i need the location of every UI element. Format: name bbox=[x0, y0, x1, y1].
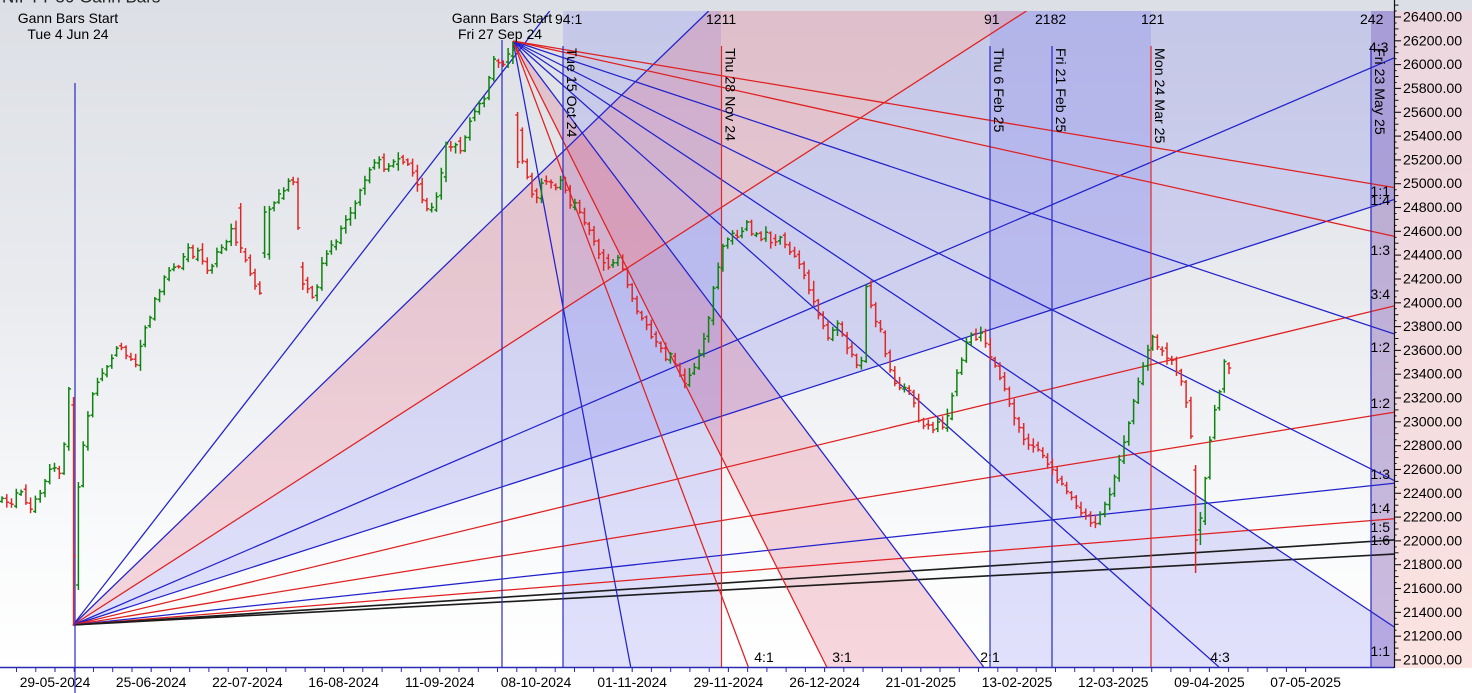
svg-text:29-05-2024: 29-05-2024 bbox=[20, 675, 91, 690]
svg-text:21400.00: 21400.00 bbox=[1403, 605, 1462, 621]
svg-text:121: 121 bbox=[1141, 11, 1165, 27]
svg-text:3:4: 3:4 bbox=[1371, 286, 1391, 302]
svg-text:26-12-2024: 26-12-2024 bbox=[789, 675, 860, 690]
svg-text:24400.00: 24400.00 bbox=[1403, 248, 1462, 264]
svg-text:1211: 1211 bbox=[706, 11, 736, 27]
svg-text:22800.00: 22800.00 bbox=[1403, 438, 1462, 454]
svg-text:22600.00: 22600.00 bbox=[1403, 462, 1462, 478]
svg-text:NIFTY 50 Gann Bars: NIFTY 50 Gann Bars bbox=[2, 0, 160, 7]
svg-text:1:2: 1:2 bbox=[1371, 339, 1391, 355]
svg-text:Thu 6 Feb 25: Thu 6 Feb 25 bbox=[990, 48, 1006, 133]
svg-text:2:1: 2:1 bbox=[980, 649, 1000, 665]
svg-text:24800.00: 24800.00 bbox=[1403, 200, 1462, 216]
svg-text:25800.00: 25800.00 bbox=[1403, 81, 1462, 97]
svg-text:25600.00: 25600.00 bbox=[1403, 105, 1462, 121]
svg-text:25400.00: 25400.00 bbox=[1403, 129, 1462, 145]
svg-text:21200.00: 21200.00 bbox=[1403, 629, 1462, 645]
svg-text:25-06-2024: 25-06-2024 bbox=[116, 675, 187, 690]
svg-text:25200.00: 25200.00 bbox=[1403, 152, 1462, 168]
svg-text:1:6: 1:6 bbox=[1371, 532, 1391, 548]
svg-text:23800.00: 23800.00 bbox=[1403, 319, 1462, 335]
svg-text:11-09-2024: 11-09-2024 bbox=[405, 675, 475, 690]
svg-text:22000.00: 22000.00 bbox=[1403, 533, 1462, 549]
svg-text:Thu 28 Nov 24: Thu 28 Nov 24 bbox=[722, 48, 738, 141]
svg-text:25000.00: 25000.00 bbox=[1403, 176, 1462, 192]
svg-text:09-04-2025: 09-04-2025 bbox=[1174, 675, 1245, 690]
svg-text:23600.00: 23600.00 bbox=[1403, 343, 1462, 359]
svg-text:13-02-2025: 13-02-2025 bbox=[982, 675, 1053, 690]
svg-text:4:3: 4:3 bbox=[1210, 649, 1230, 665]
svg-text:12-03-2025: 12-03-2025 bbox=[1078, 675, 1149, 690]
svg-text:1:4: 1:4 bbox=[1371, 192, 1391, 208]
svg-text:3:1: 3:1 bbox=[832, 649, 852, 665]
svg-text:2182: 2182 bbox=[1035, 11, 1066, 27]
svg-text:Tue 15 Oct 24: Tue 15 Oct 24 bbox=[563, 48, 579, 137]
svg-text:24600.00: 24600.00 bbox=[1403, 224, 1462, 240]
svg-text:22-07-2024: 22-07-2024 bbox=[212, 675, 283, 690]
svg-text:22400.00: 22400.00 bbox=[1403, 486, 1462, 502]
svg-text:Gann Bars Start: Gann Bars Start bbox=[452, 10, 552, 26]
svg-text:08-10-2024: 08-10-2024 bbox=[501, 675, 572, 690]
svg-text:22200.00: 22200.00 bbox=[1403, 510, 1462, 526]
svg-text:1:2: 1:2 bbox=[1371, 395, 1391, 411]
svg-text:23000.00: 23000.00 bbox=[1403, 414, 1462, 430]
svg-text:Tue 4 Jun 24: Tue 4 Jun 24 bbox=[27, 26, 108, 42]
svg-text:1:5: 1:5 bbox=[1371, 519, 1391, 535]
svg-text:16-08-2024: 16-08-2024 bbox=[308, 675, 379, 690]
svg-text:1:1: 1:1 bbox=[1371, 183, 1391, 199]
svg-text:Fri 21 Feb 25: Fri 21 Feb 25 bbox=[1052, 48, 1068, 132]
svg-text:1:3: 1:3 bbox=[1371, 466, 1391, 482]
svg-text:94:1: 94:1 bbox=[555, 11, 582, 27]
svg-text:29-11-2024: 29-11-2024 bbox=[694, 675, 764, 690]
svg-text:Fri 27 Sep 24: Fri 27 Sep 24 bbox=[458, 26, 542, 42]
svg-text:07-05-2025: 07-05-2025 bbox=[1270, 675, 1341, 690]
svg-text:23200.00: 23200.00 bbox=[1403, 391, 1462, 407]
svg-text:1:3: 1:3 bbox=[1371, 242, 1391, 258]
svg-text:Fri 23 May 25: Fri 23 May 25 bbox=[1371, 48, 1387, 135]
svg-text:1:4: 1:4 bbox=[1371, 500, 1391, 516]
svg-text:24200.00: 24200.00 bbox=[1403, 272, 1462, 288]
svg-text:1:1: 1:1 bbox=[1371, 643, 1391, 659]
svg-text:91: 91 bbox=[984, 11, 1000, 27]
svg-text:01-11-2024: 01-11-2024 bbox=[597, 675, 667, 690]
svg-text:24000.00: 24000.00 bbox=[1403, 295, 1462, 311]
svg-text:23400.00: 23400.00 bbox=[1403, 367, 1462, 383]
svg-text:21-01-2025: 21-01-2025 bbox=[886, 675, 957, 690]
svg-text:4:1: 4:1 bbox=[754, 649, 774, 665]
svg-text:21800.00: 21800.00 bbox=[1403, 557, 1462, 573]
svg-text:26000.00: 26000.00 bbox=[1403, 57, 1462, 73]
svg-text:26400.00: 26400.00 bbox=[1403, 10, 1462, 26]
svg-text:Mon 24 Mar 25: Mon 24 Mar 25 bbox=[1151, 48, 1167, 144]
svg-text:4:3: 4:3 bbox=[1369, 39, 1389, 55]
svg-text:21000.00: 21000.00 bbox=[1403, 653, 1462, 669]
svg-text:26200.00: 26200.00 bbox=[1403, 33, 1462, 49]
svg-text:242: 242 bbox=[1360, 11, 1384, 27]
svg-text:21600.00: 21600.00 bbox=[1403, 581, 1462, 597]
svg-text:Gann Bars Start: Gann Bars Start bbox=[18, 10, 118, 26]
